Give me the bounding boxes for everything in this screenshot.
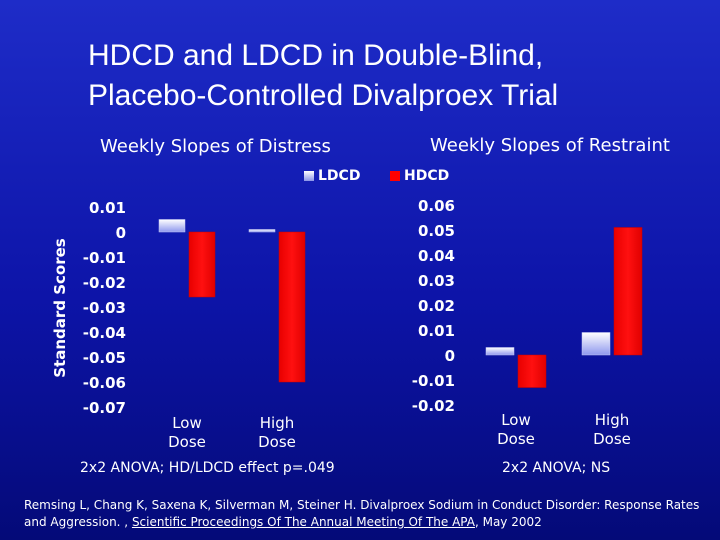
bar-hdcd: [613, 227, 643, 356]
bar-ldcd: [581, 332, 611, 356]
y-tick-label: -0.04: [83, 324, 126, 342]
legend-item-hdcd: HDCD: [390, 168, 449, 184]
y-tick-label: 0.05: [418, 222, 455, 240]
category-label: Low Dose: [168, 414, 206, 451]
y-tick-label: 0.02: [418, 297, 455, 315]
y-tick-label: 0: [116, 224, 126, 242]
restraint-stats-note: 2x2 ANOVA; NS: [502, 460, 611, 476]
bar-ldcd: [485, 347, 515, 356]
citation-date: , May 2002: [474, 515, 542, 529]
y-tick-label: 0.01: [89, 199, 126, 217]
slide-title: HDCD and LDCD in Double-Blind, Placebo-C…: [88, 36, 688, 116]
citation: Remsing L, Chang K, Saxena K, Silverman …: [24, 497, 704, 531]
y-tick-label: -0.01: [412, 372, 455, 390]
category-label: High Dose: [258, 414, 296, 451]
y-tick-label: -0.06: [83, 374, 126, 392]
bar-ldcd: [158, 219, 186, 233]
category-label: High Dose: [593, 411, 631, 448]
y-tick-label: 0: [445, 347, 455, 365]
y-tick-label: -0.02: [83, 274, 126, 292]
plot-area: [140, 207, 360, 407]
y-tick-label: -0.03: [83, 299, 126, 317]
y-tick-label: -0.05: [83, 349, 126, 367]
legend-swatch-ldcd: [304, 171, 314, 181]
bar-hdcd: [278, 231, 306, 383]
bar-ldcd: [248, 229, 276, 233]
distress-chart-title: Weekly Slopes of Distress: [100, 136, 331, 157]
restraint-chart-title: Weekly Slopes of Restraint: [430, 135, 670, 156]
y-tick-label: 0.01: [418, 322, 455, 340]
bar-hdcd: [188, 231, 216, 298]
y-tick-label: 0.06: [418, 197, 455, 215]
title-line-2: Placebo-Controlled Divalproex Trial: [88, 79, 559, 112]
category-label: Low Dose: [497, 411, 535, 448]
legend-item-ldcd: LDCD: [304, 168, 360, 184]
y-tick-label: -0.01: [83, 249, 126, 267]
bar-hdcd: [517, 354, 547, 388]
y-tick-label: 0.03: [418, 272, 455, 290]
title-line-1: HDCD and LDCD in Double-Blind,: [88, 39, 544, 72]
legend-label-hdcd: HDCD: [404, 168, 450, 184]
distress-stats-note: 2x2 ANOVA; HD/LDCD effect p=.049: [80, 460, 335, 476]
legend-label-ldcd: LDCD: [318, 168, 361, 184]
y-tick-label: -0.02: [412, 397, 455, 415]
citation-text: Remsing L, Chang K, Saxena K, Silverman …: [24, 498, 700, 529]
legend-swatch-hdcd: [390, 171, 400, 181]
y-tick-label: -0.07: [83, 399, 126, 417]
citation-source: Scientific Proceedings Of The Annual Mee…: [131, 515, 475, 529]
y-tick-label: 0.04: [418, 247, 455, 265]
